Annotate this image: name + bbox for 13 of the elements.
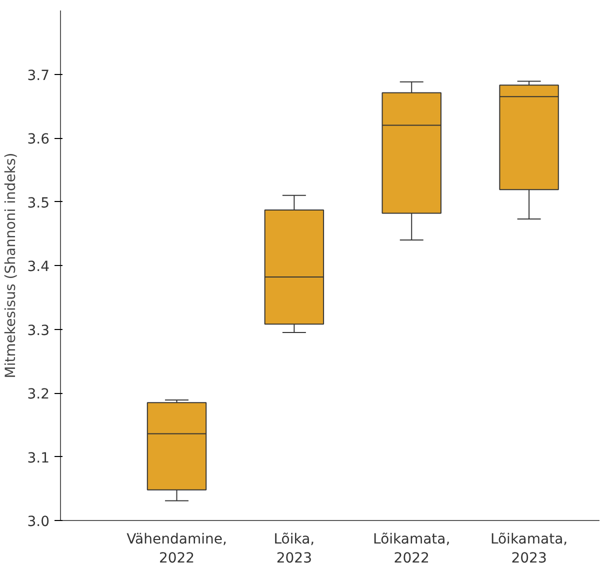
y-tick-label: 3.3	[27, 322, 50, 339]
x-tick-label: Lõikamata, 2022	[373, 532, 450, 567]
y-tick-label: 3.1	[27, 450, 50, 466]
x-tick-label: Vähendamine, 2022	[126, 532, 227, 567]
y-tick-label: 3.6	[27, 132, 50, 148]
y-tick-label: 3.5	[27, 195, 50, 212]
y-tick-label: 3.0	[27, 514, 50, 530]
x-tick-label: Lõikamata, 2023	[490, 532, 568, 567]
y-axis-title: Mitmekesisus (Shannoni indeks)	[3, 152, 20, 378]
y-tick-label: 3.7	[27, 68, 50, 84]
x-tick-label: Lõika, 2023	[274, 532, 315, 567]
y-tick-label: 3.4	[27, 259, 50, 275]
y-tick-label: 3.2	[27, 386, 50, 402]
